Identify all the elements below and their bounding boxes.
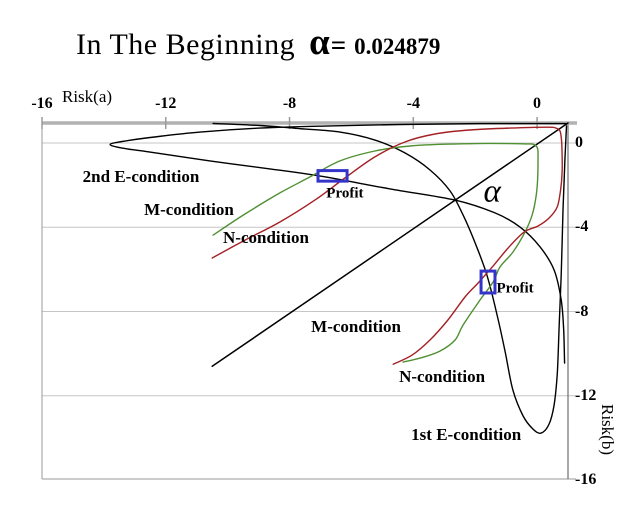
x-tick-label--16: -16 (31, 95, 53, 112)
x-tick-label--4: -4 (406, 95, 420, 112)
curve-label: N-condition (223, 228, 309, 247)
title-text: In The Beginning (76, 28, 296, 61)
x-tick-label--8: -8 (282, 95, 297, 112)
alpha-value: 0.024879 (354, 34, 441, 59)
title-equals: = (330, 30, 347, 60)
chart-title: In The Beginning α = 0.024879 (76, 24, 440, 62)
y-axis-title: Risk(b) (598, 404, 617, 455)
profit-marker-2 (479, 269, 497, 295)
curve-label: 1st E-condition (411, 424, 522, 444)
y-tick-label-0: 0 (575, 134, 583, 151)
x-tick-label--12: -12 (155, 95, 177, 112)
curve-n-condition (211, 126, 563, 365)
curve-alpha-line-b-a (211, 122, 569, 368)
curve-label: M-condition (311, 317, 401, 337)
curve-m-condition (212, 142, 539, 363)
curve-2nd-e-condition (109, 122, 567, 364)
curve-1st-e-condition (212, 122, 568, 434)
y-tick-label--16: -16 (575, 471, 597, 489)
x-tick-label-0: 0 (533, 95, 542, 112)
alpha-symbol-title: α (309, 22, 330, 63)
curve-label: 2nd E-condition (82, 166, 200, 186)
profit-label: Profit (326, 185, 364, 202)
profit-marker-1 (316, 169, 349, 183)
y-tick-label--4: -4 (575, 218, 589, 236)
profit-label: Profit (496, 280, 534, 297)
curve-label: M-condition (144, 199, 234, 219)
alpha-symbol-plot: α (483, 173, 501, 210)
curve-label: N-condition (399, 367, 486, 387)
y-tick-label--8: -8 (575, 302, 589, 320)
y-tick-label--12: -12 (575, 386, 597, 404)
x-axis-title: Risk(a) (62, 87, 113, 106)
